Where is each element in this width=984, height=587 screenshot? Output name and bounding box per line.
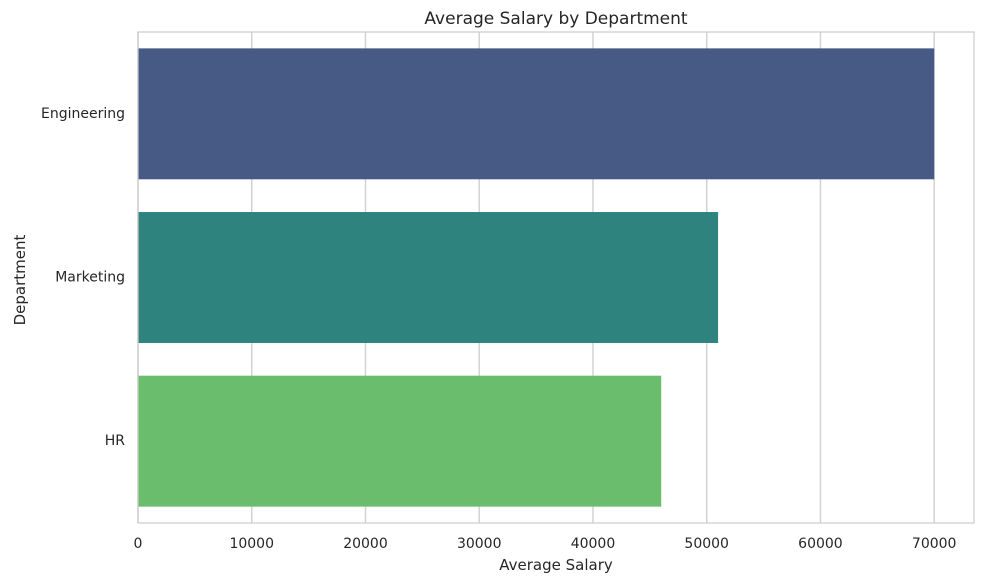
y-tick-label-marketing: Marketing: [55, 270, 125, 286]
x-tick-label-1: 10000: [229, 536, 274, 552]
x-tick-label-2: 20000: [343, 536, 388, 552]
bar-marketing: [138, 212, 719, 343]
x-tick-label-4: 40000: [571, 536, 616, 552]
x-tick-label-6: 60000: [798, 536, 843, 552]
bars-group: [138, 48, 935, 507]
x-tick-label-5: 50000: [684, 536, 729, 552]
y-tick-label-engineering: Engineering: [41, 106, 125, 122]
x-tick-label-3: 30000: [457, 536, 502, 552]
bar-engineering: [138, 48, 935, 180]
x-tick-labels: 0 10000 20000 30000 40000 50000 60000 70000: [134, 536, 957, 552]
x-tick-label-0: 0: [134, 536, 143, 552]
y-tick-label-hr: HR: [105, 433, 126, 449]
y-tick-labels: Engineering Marketing HR: [41, 106, 125, 449]
x-axis-label: Average Salary: [499, 556, 613, 574]
bar-hr: [138, 375, 662, 507]
plot-frame: [137, 31, 975, 524]
y-axis-label: Department: [11, 235, 29, 326]
chart-title: Average Salary by Department: [424, 9, 687, 29]
x-tick-label-7: 70000: [912, 536, 957, 552]
